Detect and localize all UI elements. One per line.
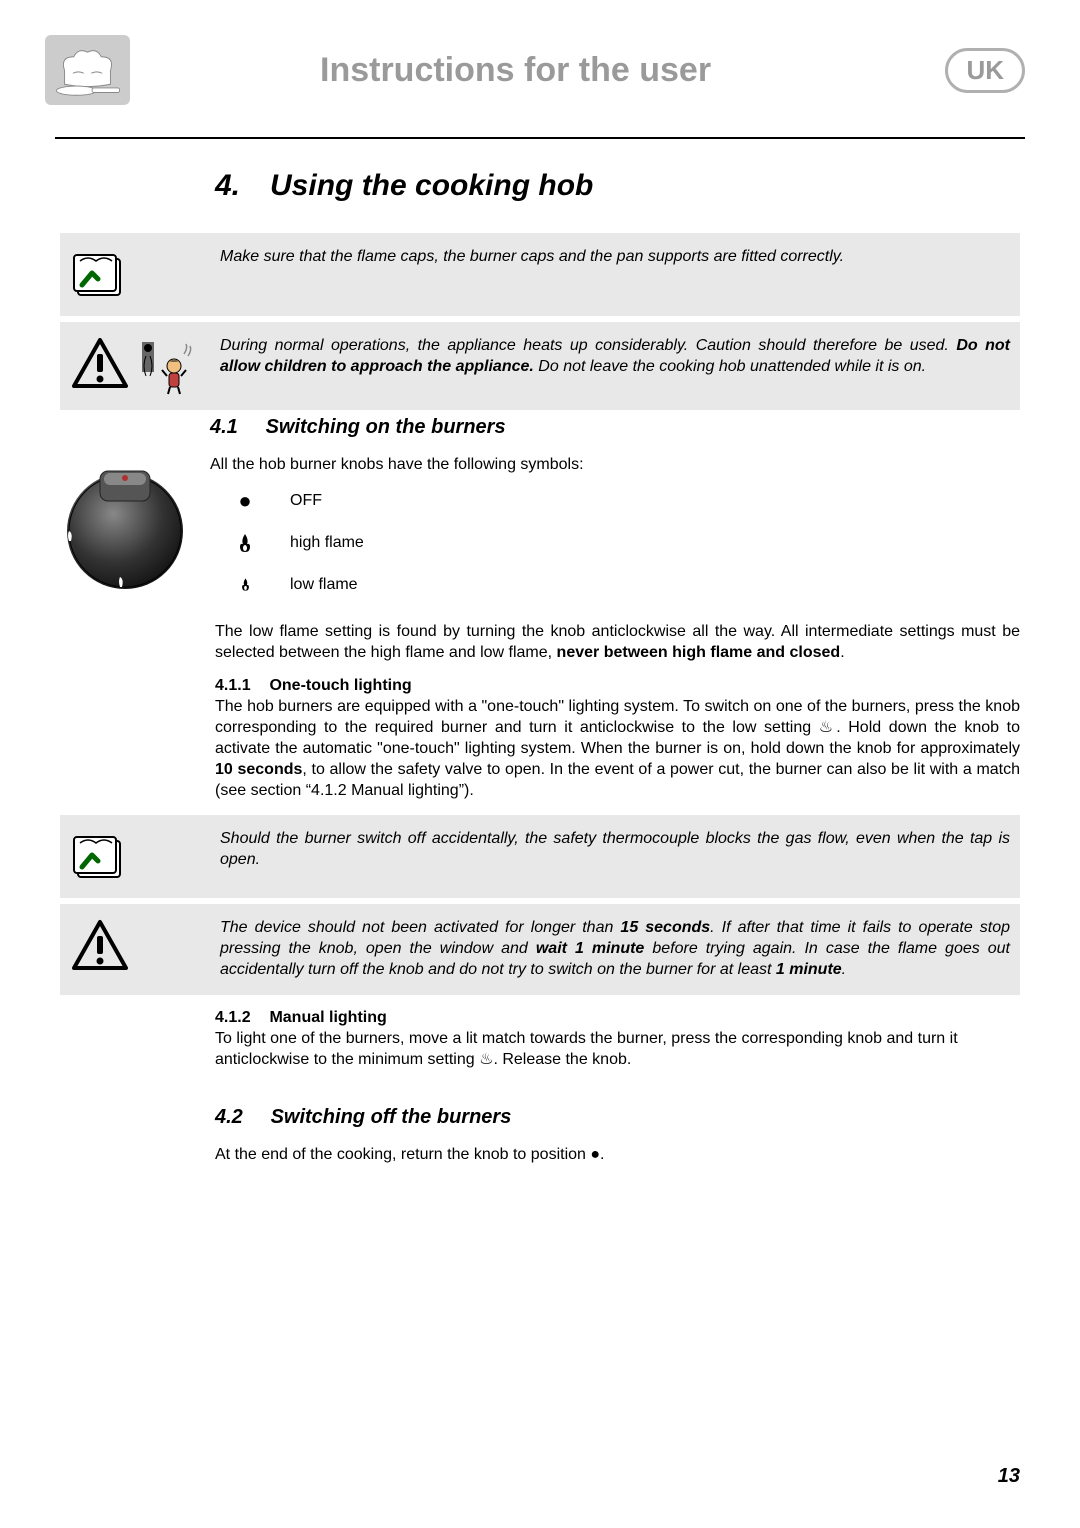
note-block: Make sure that the flame caps, the burne…	[60, 233, 1020, 316]
section-41-heading: 4.1 Switching on the burners	[210, 416, 1020, 439]
warning-text: During normal operations, the appliance …	[220, 336, 1010, 396]
warning-block: During normal operations, the appliance …	[60, 322, 1020, 410]
chef-hat-icon	[45, 35, 130, 105]
section-41-body: 4.1 Switching on the burners All the hob…	[210, 416, 1020, 616]
knob-illustration	[60, 416, 190, 616]
subsub-title: One-touch lighting	[269, 677, 411, 694]
note-icon-2	[70, 829, 200, 884]
symbol-off: ● OFF	[235, 492, 1020, 510]
s412-body: To light one of the burners, move a lit …	[215, 1029, 1020, 1071]
symbol-list: ● OFF high flame low flame	[235, 492, 1020, 594]
note-text: Make sure that the flame caps, the burne…	[220, 247, 1010, 302]
warning-triangle-icon	[70, 336, 130, 391]
w2-b2: wait 1 minute	[536, 940, 645, 957]
heading-num: 4.1	[210, 416, 260, 439]
page-content: 4. Using the cooking hob Make sure that …	[0, 139, 1080, 1166]
section-42-heading: 4.2 Switching off the burners	[215, 1106, 1020, 1129]
s411-post: , to allow the safety valve to open. In …	[215, 761, 1020, 799]
w2-p1: The device should not been activated for…	[220, 919, 620, 936]
symbol-high-label: high flame	[290, 534, 364, 552]
warn1-pre: During normal operations, the appliance …	[220, 337, 956, 354]
sec41-para1: The low flame setting is found by turnin…	[215, 622, 1020, 664]
section-412: 4.1.2 Manual lighting To light one of th…	[215, 1009, 1020, 1071]
section-41-continued: The low flame setting is found by turnin…	[215, 622, 1020, 802]
page-header: Instructions for the user UK	[0, 0, 1080, 125]
warn2-text: The device should not been activated for…	[220, 918, 1010, 980]
sec41-p1-bold: never between high flame and closed	[557, 644, 841, 661]
warning-block-2: The device should not been activated for…	[60, 904, 1020, 994]
children-hot-icon	[136, 336, 196, 396]
note-icon	[70, 247, 200, 302]
main-heading: 4. Using the cooking hob	[215, 169, 1020, 203]
dot-icon: ●	[235, 492, 255, 510]
section-411-heading: 4.1.1 One-touch lighting	[215, 677, 1020, 695]
page-number: 13	[998, 1465, 1020, 1488]
note-block-2: Should the burner switch off accidentall…	[60, 815, 1020, 898]
sec41-p1-post: .	[840, 644, 844, 661]
subsub-num: 4.1.1	[215, 677, 265, 695]
warning-triangle-icon	[70, 918, 130, 973]
flame-small-icon	[235, 577, 255, 592]
s412-num: 4.1.2	[215, 1009, 265, 1027]
w2-b3: 1 minute	[776, 961, 842, 978]
symbol-high-flame: high flame	[235, 532, 1020, 554]
section-42: 4.2 Switching off the burners At the end…	[215, 1106, 1020, 1166]
s42-title: Switching off the burners	[271, 1106, 512, 1128]
sec41-intro: All the hob burner knobs have the follow…	[210, 455, 1020, 476]
heading-title: Switching on the burners	[266, 416, 506, 438]
s42-body: At the end of the cooking, return the kn…	[215, 1145, 1020, 1166]
sec411-body: The hob burners are equipped with a "one…	[215, 697, 1020, 801]
symbol-low-flame: low flame	[235, 576, 1020, 594]
w2-b1: 15 seconds	[620, 919, 710, 936]
w2-p4: .	[842, 961, 846, 978]
warning-icon-2	[70, 918, 200, 980]
s42-num: 4.2	[215, 1106, 265, 1129]
region-badge: UK	[945, 48, 1025, 93]
header-title: Instructions for the user	[320, 51, 711, 90]
s411-bold: 10 seconds	[215, 761, 302, 778]
header-left: Instructions for the user	[45, 35, 711, 105]
flame-large-icon	[235, 532, 255, 554]
s412-title: Manual lighting	[269, 1009, 386, 1026]
section-412-heading: 4.1.2 Manual lighting	[215, 1009, 1020, 1027]
s411-pre: The hob burners are equipped with a "one…	[215, 698, 1020, 757]
section-41-row: 4.1 Switching on the burners All the hob…	[60, 416, 1020, 616]
symbol-off-label: OFF	[290, 492, 322, 510]
warning-icon-group	[70, 336, 200, 396]
note2-text: Should the burner switch off accidentall…	[220, 829, 1010, 884]
symbol-low-label: low flame	[290, 576, 358, 594]
warn1-post: Do not leave the cooking hob unattended …	[534, 358, 926, 375]
